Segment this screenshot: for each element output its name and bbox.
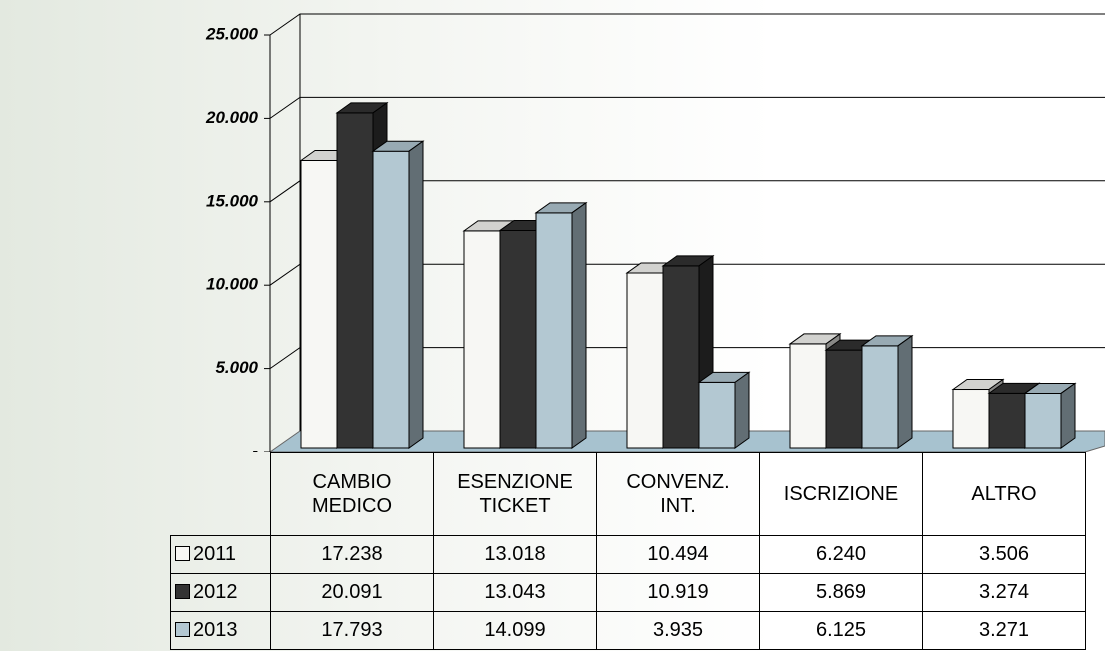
value-label: 17.238: [270, 535, 434, 574]
category-label: ISCRIZIONE: [759, 452, 923, 536]
bar-side: [734, 371, 750, 449]
bar: [825, 349, 863, 449]
legend-entry: 2011: [170, 535, 271, 574]
bar-group: [371, 140, 425, 449]
value-label: 3.935: [596, 611, 760, 650]
bar-side: [408, 140, 424, 449]
bar: [372, 150, 410, 449]
value-label: 6.125: [759, 611, 923, 650]
bar: [626, 272, 664, 449]
value-label: 13.043: [433, 573, 597, 612]
header-row: CAMBIO MEDICO ESENZIONE TICKET CONVENZ. IN…: [170, 452, 1086, 536]
bar-group: [860, 334, 914, 449]
value-label: 6.240: [759, 535, 923, 574]
bar: [988, 392, 1026, 449]
bar: [861, 345, 899, 449]
bar-group: [1023, 382, 1077, 449]
value-label: 3.506: [922, 535, 1086, 574]
category-label: ESENZIONE TICKET: [433, 452, 597, 536]
data-table: CAMBIO MEDICO ESENZIONE TICKET CONVENZ. IN…: [170, 452, 1086, 650]
category-label: ALTRO: [922, 452, 1086, 536]
bar: [698, 381, 736, 449]
bar: [789, 343, 827, 449]
data-row: 2013 17.793 14.099 3.935 6.125 3.271: [170, 611, 1086, 650]
legend-key: [175, 622, 190, 637]
bar: [336, 112, 374, 449]
bar: [952, 389, 990, 449]
value-label: 5.869: [759, 573, 923, 612]
value-label: 3.274: [922, 573, 1086, 612]
y-tick-label: 10.000: [206, 275, 259, 294]
category-label: CAMBIO MEDICO: [270, 452, 434, 536]
value-label: 10.919: [596, 573, 760, 612]
bar-side: [897, 334, 913, 449]
y-tick-label: 15.000: [206, 191, 259, 210]
value-label: 17.793: [270, 611, 434, 650]
legend-entry: 2012: [170, 573, 271, 612]
data-row: 2012 20.091 13.043 10.919 5.869 3.274: [170, 573, 1086, 612]
corner: [170, 452, 271, 536]
bar: [662, 265, 700, 449]
grid-line: [269, 180, 1105, 203]
bar-side: [1060, 382, 1076, 449]
bar: [1024, 392, 1062, 449]
y-tick-label: -: [252, 441, 258, 452]
bar-group: [534, 201, 588, 449]
y-tick-label: 25.000: [205, 24, 259, 43]
bar-side: [571, 201, 587, 449]
legend-label: 2011: [193, 543, 237, 565]
value-label: 14.099: [433, 611, 597, 650]
legend-key: [175, 546, 190, 561]
grid-line: [269, 96, 1105, 119]
bar: [535, 212, 573, 449]
legend-entry: 2013: [170, 611, 271, 650]
y-tick-label: 20.000: [205, 108, 259, 127]
legend-key: [175, 584, 190, 599]
legend-label: 2013: [193, 619, 238, 641]
value-label: 10.494: [596, 535, 760, 574]
category-label: CONVENZ. INT.: [596, 452, 760, 536]
bar-group: [697, 371, 751, 449]
value-label: 13.018: [433, 535, 597, 574]
y-tick-label: 5.000: [215, 358, 258, 377]
legend-label: 2012: [193, 581, 238, 603]
value-label: 3.271: [922, 611, 1086, 650]
grid-line: [269, 263, 1105, 286]
bar: [499, 229, 537, 449]
chart: - 5.000 10.000 15.000 20.000 25.000: [205, 13, 1105, 452]
value-label: 20.091: [270, 573, 434, 612]
bar: [300, 159, 338, 449]
grid-line: [269, 13, 1105, 36]
bar: [463, 230, 501, 449]
data-row: 2011 17.238 13.018 10.494 6.240 3.506: [170, 535, 1086, 574]
